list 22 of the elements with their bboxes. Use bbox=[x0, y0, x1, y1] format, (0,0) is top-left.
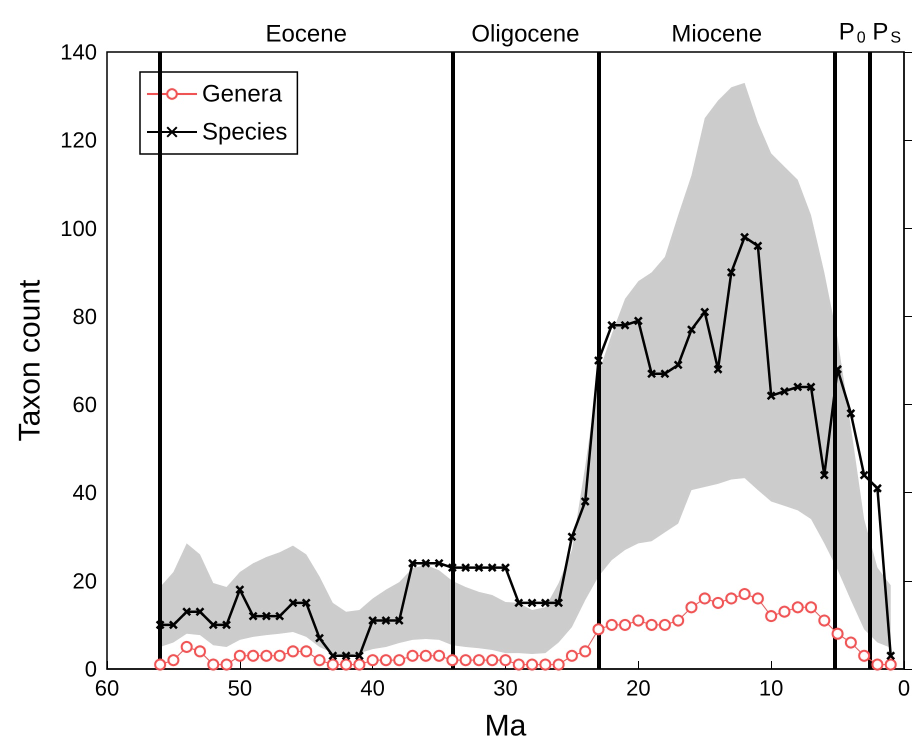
y-tick-label: 20 bbox=[72, 568, 97, 594]
x-tick-label: 30 bbox=[493, 676, 518, 700]
x-tick-label: 50 bbox=[228, 676, 252, 700]
x-tick-label: 20 bbox=[626, 676, 651, 700]
text: Oligocene bbox=[471, 20, 580, 48]
y-tick-label: 40 bbox=[72, 480, 97, 506]
y-axis-title: Taxon count bbox=[14, 278, 46, 442]
x-tick-label: 10 bbox=[758, 676, 784, 700]
x-axis-title: Ma bbox=[484, 710, 527, 742]
legend-label: Genera bbox=[202, 80, 283, 108]
y-tick-label: 80 bbox=[72, 304, 97, 329]
y-tick-label: 100 bbox=[60, 216, 97, 241]
x-tick-label: 40 bbox=[360, 676, 385, 700]
x-tick-label: 0 bbox=[898, 676, 910, 700]
x-tick-label: 60 bbox=[94, 676, 120, 700]
y-tick-label: 140 bbox=[60, 40, 97, 64]
y-tick-label: 0 bbox=[84, 656, 97, 682]
text: Eocene bbox=[266, 20, 347, 48]
text: Miocene bbox=[671, 20, 762, 48]
y-tick-label: 120 bbox=[60, 128, 97, 153]
y-tick-label: 60 bbox=[72, 392, 97, 418]
legend-label: Species bbox=[202, 118, 288, 146]
